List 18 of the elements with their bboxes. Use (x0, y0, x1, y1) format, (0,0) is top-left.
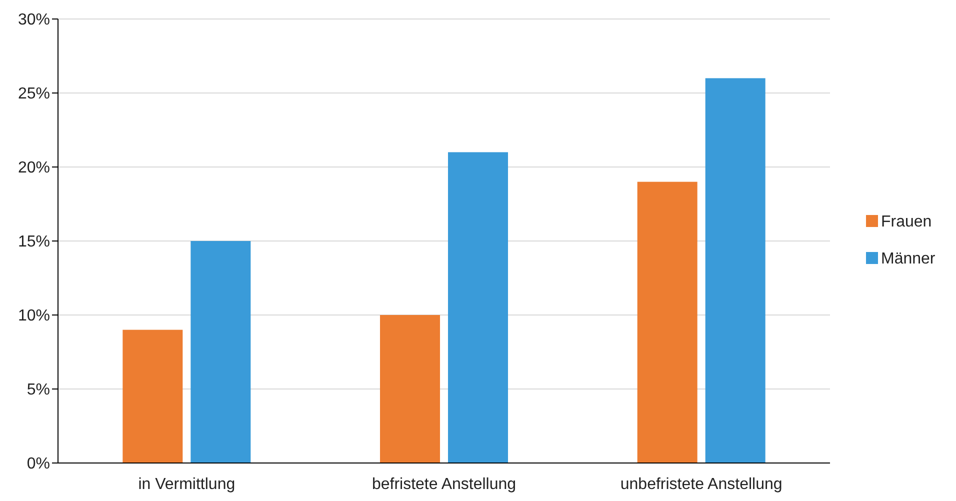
legend-label: Männer (881, 250, 936, 268)
bar (380, 315, 440, 463)
legend-label: Frauen (881, 214, 932, 231)
x-tick-label: befristete Anstellung (372, 476, 516, 493)
bar (448, 152, 508, 463)
x-tick-label: unbefristete Anstellung (620, 476, 782, 493)
bar (705, 78, 766, 463)
y-tick-label: 0% (26, 456, 50, 473)
y-tick-label: 25% (18, 86, 50, 103)
y-tick-label: 20% (18, 160, 50, 177)
bar (122, 330, 183, 463)
y-tick-label: 15% (18, 234, 50, 251)
bar (190, 241, 251, 463)
x-tick-label: in Vermittlung (138, 476, 236, 493)
y-tick-label: 5% (26, 382, 50, 399)
y-tick-label: 10% (18, 308, 50, 325)
bar (637, 182, 698, 463)
y-tick-label: 30% (18, 12, 50, 29)
